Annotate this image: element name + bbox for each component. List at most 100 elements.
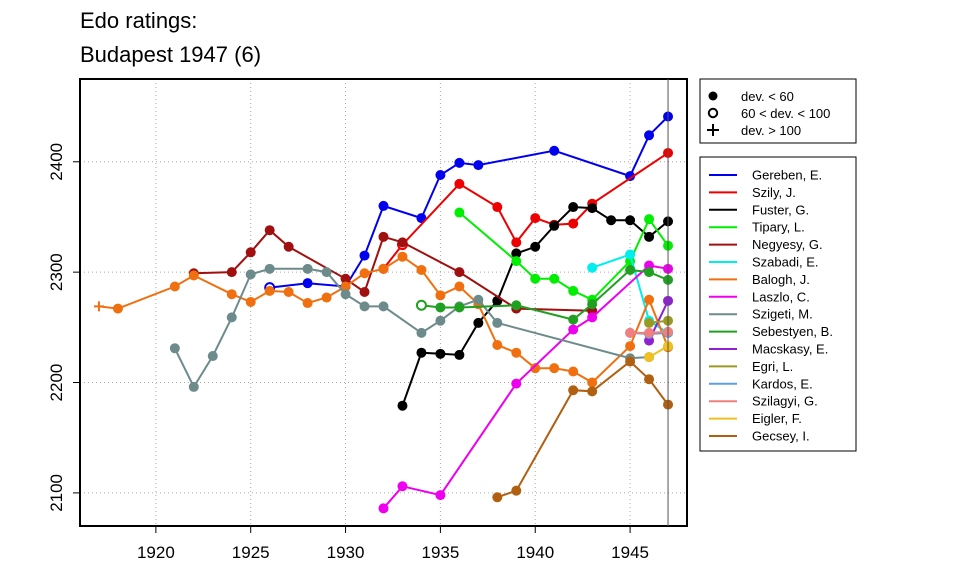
data-point xyxy=(397,481,408,492)
data-point xyxy=(492,339,503,350)
series-line xyxy=(173,267,650,389)
data-point xyxy=(188,270,199,281)
data-point xyxy=(415,299,427,311)
legend-series-label: Balogh, J. xyxy=(752,272,810,287)
data-point xyxy=(435,290,446,301)
data-point xyxy=(245,269,256,280)
data-point xyxy=(530,213,541,224)
x-tick-label: 1925 xyxy=(232,543,270,562)
data-point xyxy=(511,300,522,311)
deviation-legend-box xyxy=(699,78,857,144)
data-point xyxy=(435,348,446,359)
legend-plus-icon xyxy=(707,124,719,136)
legend-series-label: Szigeti, M. xyxy=(752,307,813,322)
data-point xyxy=(587,312,598,323)
data-point xyxy=(188,381,199,392)
series-group xyxy=(397,202,674,411)
data-point xyxy=(264,285,275,296)
data-point xyxy=(302,278,313,289)
series-legend: Gereben, E. Szily, J. Fuster, G. Tipary, L.… xyxy=(709,168,833,444)
y-tick-label: 2200 xyxy=(47,364,66,402)
legend-series-label: Szilagyi, G. xyxy=(752,394,818,409)
data-point xyxy=(169,281,180,292)
data-point xyxy=(587,386,598,397)
data-point xyxy=(321,267,332,278)
deviation-legend-label: 60 < dev. < 100 xyxy=(741,106,830,121)
data-point xyxy=(568,385,579,396)
data-point xyxy=(644,327,655,338)
data-point xyxy=(378,231,389,242)
data-point xyxy=(511,256,522,267)
axes: 1920 1925 1930 1935 1940 1945 2100 2200 2300 2400 xyxy=(47,143,649,562)
data-point xyxy=(226,267,237,278)
deviation-legend-label: dev. < 60 xyxy=(741,89,794,104)
data-point xyxy=(454,157,465,168)
data-point xyxy=(302,263,313,274)
data-point xyxy=(264,225,275,236)
x-tick-label: 1940 xyxy=(516,543,554,562)
data-point xyxy=(625,171,636,182)
data-point xyxy=(169,343,180,354)
data-point xyxy=(435,302,446,313)
series-layer xyxy=(93,111,674,514)
data-point xyxy=(112,303,123,314)
data-point xyxy=(549,363,560,374)
data-point xyxy=(644,374,655,385)
data-point xyxy=(397,400,408,411)
series-line xyxy=(591,253,669,334)
data-point xyxy=(359,287,370,298)
series-line xyxy=(496,360,669,499)
data-point xyxy=(568,314,579,325)
y-tick-label: 2400 xyxy=(47,143,66,181)
data-point xyxy=(492,317,503,328)
data-point xyxy=(644,231,655,242)
series-group xyxy=(492,356,674,503)
data-point xyxy=(435,170,446,181)
data-point xyxy=(511,248,522,259)
data-point xyxy=(226,289,237,300)
data-point xyxy=(321,292,332,303)
data-point xyxy=(454,178,465,189)
series-line xyxy=(98,255,669,384)
legend-series-label: Sebestyen, B. xyxy=(752,324,833,339)
data-point xyxy=(587,203,598,214)
series-group xyxy=(93,251,674,388)
data-point xyxy=(587,299,598,310)
data-point xyxy=(207,351,218,362)
data-point xyxy=(644,352,655,363)
x-tick-label: 1935 xyxy=(421,543,459,562)
legend-open-circle-icon xyxy=(707,107,719,119)
data-point xyxy=(587,262,598,273)
data-point xyxy=(416,264,427,275)
grid-lines xyxy=(80,79,687,526)
data-point xyxy=(492,492,503,503)
series-group xyxy=(169,263,655,392)
legend-series-label: Negyesy, G. xyxy=(752,237,823,252)
data-point xyxy=(568,285,579,296)
data-point xyxy=(644,214,655,225)
data-point xyxy=(397,251,408,262)
data-point xyxy=(340,273,351,284)
data-point xyxy=(625,341,636,352)
data-point xyxy=(93,301,104,312)
data-point xyxy=(549,145,560,156)
data-point xyxy=(454,207,465,218)
data-point xyxy=(283,287,294,298)
data-point xyxy=(644,317,655,328)
data-point xyxy=(511,485,522,496)
data-point xyxy=(568,324,579,335)
data-point xyxy=(378,263,389,274)
legend-filled-circle-icon xyxy=(708,91,718,101)
y-tick-label: 2300 xyxy=(47,253,66,291)
series-group xyxy=(625,326,674,338)
data-point xyxy=(530,241,541,252)
chart-title-line-2: Budapest 1947 (6) xyxy=(80,42,262,67)
data-point xyxy=(606,215,617,226)
data-point xyxy=(587,377,598,388)
legend-series-label: Kardos, E. xyxy=(752,376,813,391)
data-point xyxy=(340,289,351,300)
plot-frame xyxy=(79,78,688,527)
legend-series-label: Egri, L. xyxy=(752,359,793,374)
data-point xyxy=(378,503,389,514)
